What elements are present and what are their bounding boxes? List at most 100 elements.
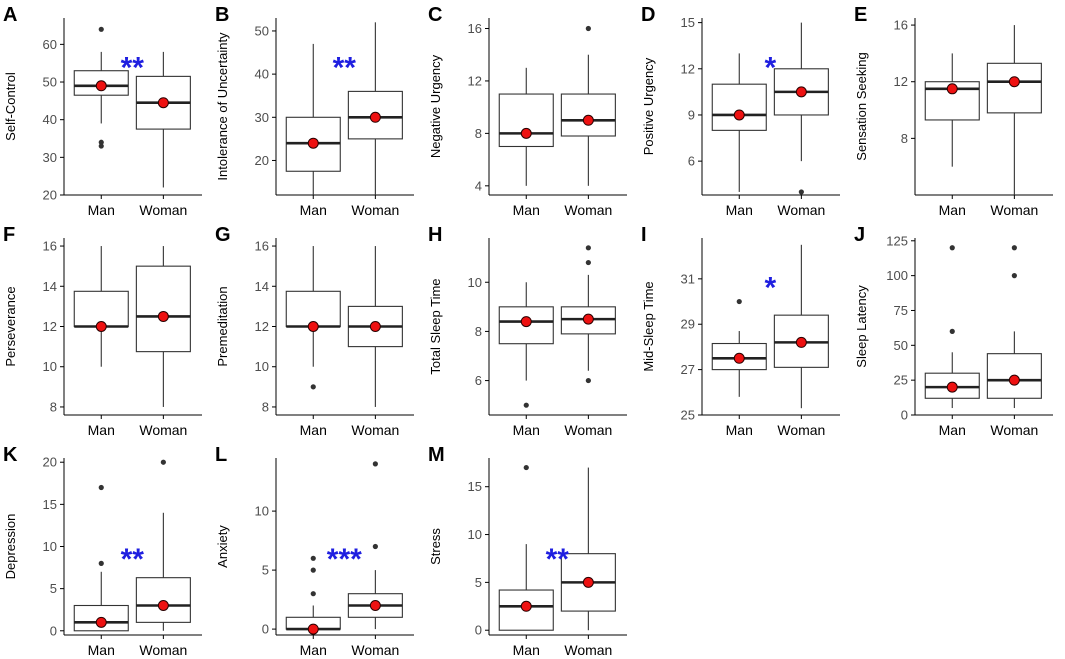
panel-a: A Self-Control 20 30 40 50 60 Man Woman ** [3,4,202,218]
panel-f: F Perseverance 8 10 12 14 16 Man Woman [3,224,202,438]
x-tick-label: Man [88,202,115,218]
y-tick-label: 60 [43,37,57,52]
x-tick-label: Woman [139,202,187,218]
x-tick-label: Man [88,422,115,438]
significance-marker: ** [121,543,145,576]
mean-point [95,80,107,92]
y-tick-label: 10 [43,359,57,374]
box-woman [347,22,403,195]
significance-marker: *** [327,543,362,576]
y-tick-label: 50 [255,23,269,38]
panel-letter: M [428,444,445,466]
y-tick-label: 15 [43,497,57,512]
panel-d: D Positive Urgency 6 9 12 15 Man Woman * [641,4,840,218]
x-tick-label: Woman [777,422,825,438]
box-woman [347,246,403,407]
mean-point [582,313,594,325]
significance-marker: * [764,272,776,305]
outlier-point [736,298,742,305]
panel-letter: F [3,224,15,246]
y-tick-label: 125 [886,233,908,248]
y-tick-label: 0 [262,622,269,637]
panel-letter: H [428,224,442,246]
mean-point [369,321,381,332]
outlier-point [310,384,316,390]
outlier-point [523,402,529,408]
y-tick-label: 8 [50,399,57,414]
y-tick-label: 10 [468,527,482,542]
box-woman [986,245,1042,409]
panel-e: E Sensation Seeking 8 12 16 Man Woman [854,4,1053,218]
box-woman [560,467,616,631]
iqr-box [711,83,767,131]
iqr-box [135,265,191,353]
y-tick-label: 16 [255,239,269,254]
y-tick-label: 12 [43,319,57,334]
x-tick-label: Man [726,422,753,438]
outlier-point [160,459,166,465]
outlier-point [372,543,378,550]
y-axis-title: Self-Control [3,72,18,141]
y-tick-label: 30 [43,150,57,165]
mean-point [733,109,745,121]
box-man [73,246,129,367]
outlier-point [798,189,804,195]
panel-k: K Depression 0 5 10 15 20 Man Woman ** [3,444,202,658]
y-tick-label: 16 [43,239,57,254]
y-tick-label: 10 [255,359,269,374]
mean-point [520,600,532,612]
box-man [711,53,767,192]
y-tick-label: 16 [894,18,908,33]
y-axis-title: Anxiety [215,525,230,568]
outlier-point [98,143,104,149]
panel-letter: C [428,4,442,26]
panel-i: I Mid-Sleep Time 25 27 29 31 Man Woman * [641,224,840,438]
y-tick-label: 5 [475,575,482,590]
box-man [498,282,554,408]
iqr-box [135,577,191,623]
mean-point [520,316,532,328]
mean-point [307,321,319,332]
box-woman [560,245,616,384]
y-tick-label: 8 [475,324,482,339]
y-tick-label: 40 [43,112,57,127]
mean-point [95,616,107,628]
x-tick-label: Woman [990,202,1038,218]
x-tick-label: Woman [139,422,187,438]
panel-l: L Anxiety 0 5 10 Man Woman *** [215,444,414,658]
outlier-point [310,555,316,561]
box-woman [135,51,191,188]
y-axis-title: Perseverance [3,286,18,366]
y-tick-label: 14 [43,279,57,294]
y-tick-label: 40 [255,67,269,82]
x-tick-label: Man [513,642,540,658]
box-man [285,43,341,195]
mean-point [795,86,807,98]
box-man [498,464,554,631]
y-tick-label: 0 [475,623,482,638]
y-tick-label: 50 [43,75,57,90]
box-man [711,298,767,397]
mean-point [946,381,958,393]
x-tick-label: Man [300,202,327,218]
outlier-point [585,259,591,266]
mean-point [157,600,169,611]
y-tick-label: 29 [681,317,695,332]
panel-letter: E [854,4,867,26]
box-woman [135,246,191,407]
significance-marker: ** [333,52,357,85]
outlier-point [98,484,104,491]
box-woman [135,459,191,631]
significance-marker: ** [546,543,570,576]
y-tick-label: 20 [255,153,269,168]
panel-m: M Stress 0 5 10 15 Man Woman ** [428,444,627,658]
outlier-point [98,26,104,32]
y-axis-title: Negative Urgency [428,54,443,158]
mean-point [157,310,169,322]
y-tick-label: 10 [468,275,482,290]
y-tick-label: 25 [681,408,695,423]
box-man [498,67,554,186]
panel-letter: B [215,4,229,26]
panel-letter: J [854,224,865,246]
y-tick-label: 25 [894,373,908,388]
